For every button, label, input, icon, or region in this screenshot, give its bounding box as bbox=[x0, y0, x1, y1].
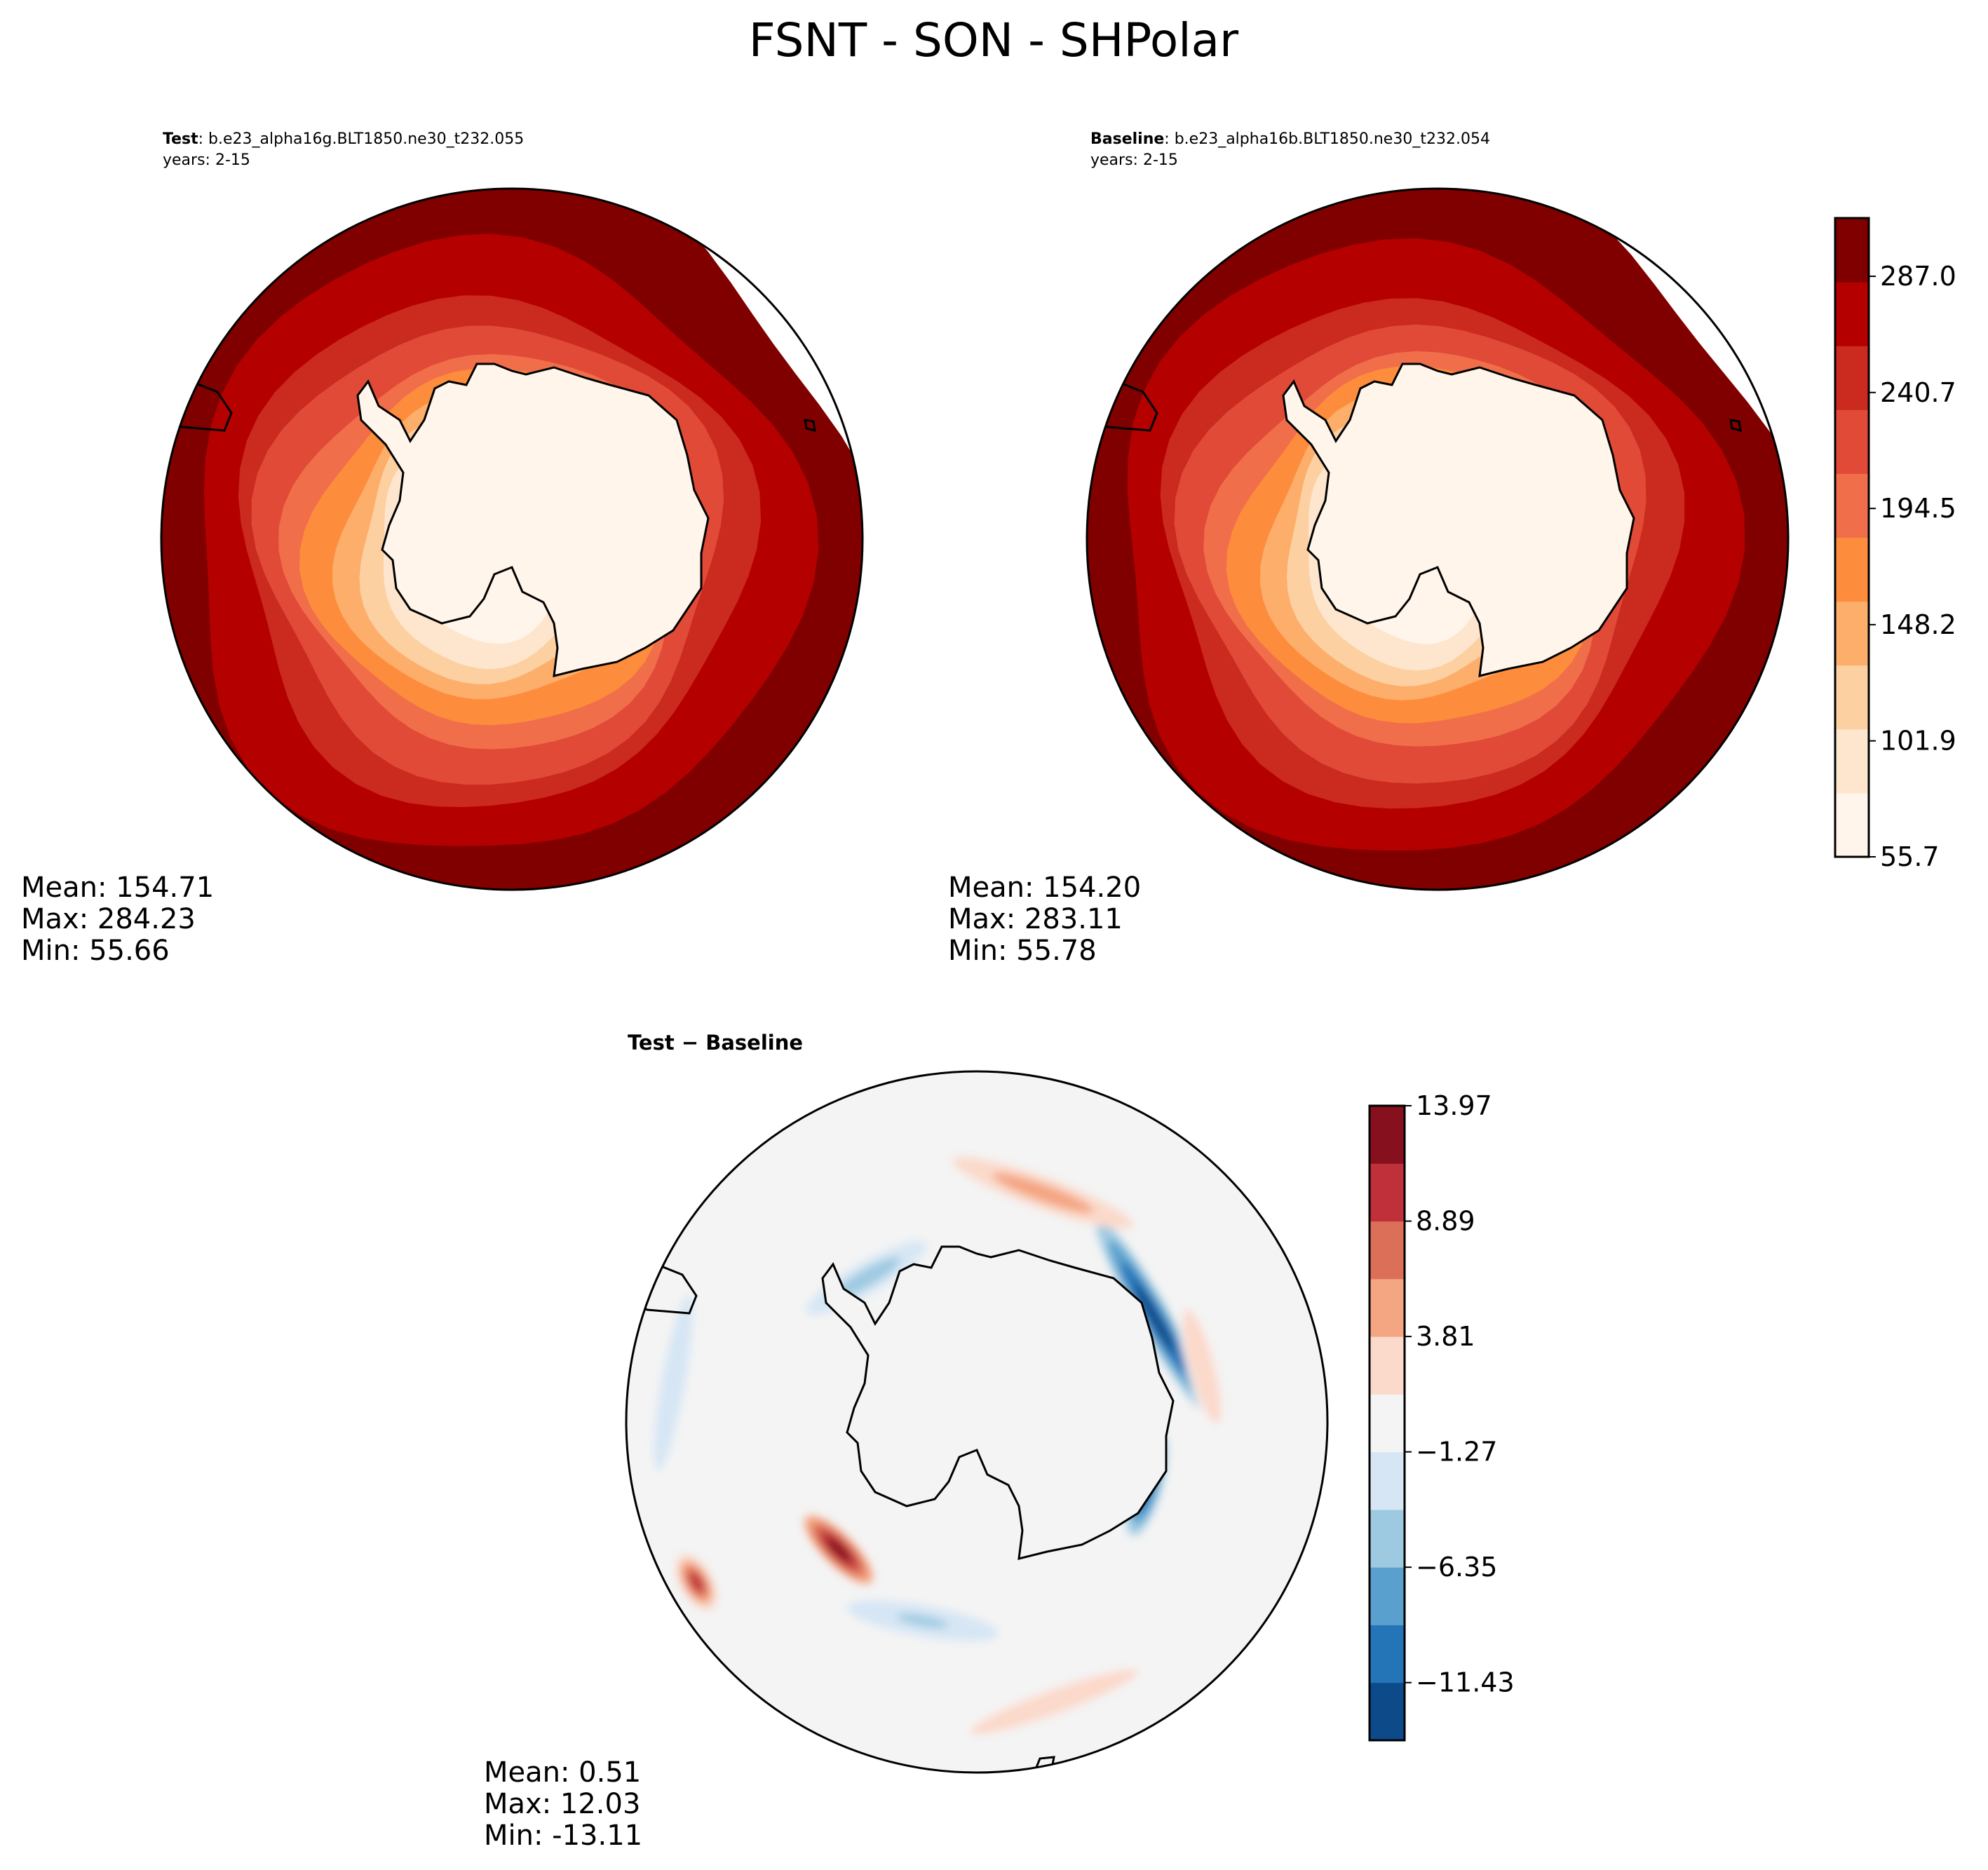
difference-colorbar-tick-label: −11.43 bbox=[1416, 1667, 1515, 1698]
anomaly-band bbox=[827, 1538, 851, 1561]
baseline-colorbar-tick-label: 240.7 bbox=[1880, 377, 1956, 408]
baseline-map-boundary bbox=[1086, 187, 1790, 891]
baseline-title-sep: : bbox=[1164, 130, 1174, 148]
anomaly-band bbox=[664, 1344, 682, 1421]
difference-colorbar-frame bbox=[1368, 1104, 1406, 1742]
baseline-title: Baseline: b.e23_alpha16b.BLT1850.ne30_t2… bbox=[1090, 130, 1490, 148]
baseline-map bbox=[1087, 189, 1788, 890]
test-title: Test: b.e23_alpha16g.BLT1850.ne30_t232.0… bbox=[163, 130, 524, 148]
test-stat-min: Min: 55.66 bbox=[21, 935, 170, 967]
test-stat-max: Max: 284.23 bbox=[21, 903, 196, 935]
difference-panel: Test − Baseline Mean: 0.51 Max: 12.03 Mi… bbox=[484, 1031, 1515, 1852]
baseline-colorbar-segment bbox=[1835, 473, 1869, 538]
difference-stat-min: Min: -13.11 bbox=[484, 1820, 642, 1852]
baseline-colorbar-segment bbox=[1835, 729, 1869, 794]
baseline-stat-max: Max: 283.11 bbox=[948, 903, 1123, 935]
difference-colorbar-tick-label: −6.35 bbox=[1416, 1552, 1497, 1583]
difference-colorbar-segment bbox=[1370, 1221, 1405, 1280]
baseline-colorbar-tick-label: 101.9 bbox=[1880, 726, 1956, 757]
test-title-sep: : bbox=[198, 130, 208, 148]
island-coastline bbox=[804, 419, 816, 433]
difference-colorbar-tick-label: 13.97 bbox=[1416, 1090, 1492, 1121]
test-stat-mean: Mean: 154.71 bbox=[21, 872, 214, 904]
baseline-title-label: Baseline bbox=[1090, 130, 1164, 148]
baseline-colorbar-frame bbox=[1834, 217, 1870, 858]
baseline-title-case: b.e23_alpha16b.BLT1850.ne30_t232.054 bbox=[1175, 130, 1490, 148]
difference-title: Test − Baseline bbox=[628, 1031, 803, 1055]
difference-colorbar-segment bbox=[1370, 1336, 1405, 1395]
test-panel: Test: b.e23_alpha16g.BLT1850.ne30_t232.0… bbox=[21, 130, 864, 967]
anomaly-band bbox=[1194, 1341, 1211, 1392]
island-coastline bbox=[1729, 419, 1742, 433]
baseline-colorbar-tick-label: 148.2 bbox=[1880, 609, 1956, 640]
difference-colorbar-segment bbox=[1370, 1106, 1405, 1164]
baseline-colorbar-tick-label: 287.0 bbox=[1880, 261, 1956, 292]
difference-colorbar-segment bbox=[1370, 1682, 1405, 1741]
baseline-colorbar-segment bbox=[1835, 537, 1869, 602]
baseline-colorbar: 55.7 101.9 148.2 194.5 240.7 287.0 bbox=[1834, 217, 1956, 872]
baseline-panel: Baseline: b.e23_alpha16b.BLT1850.ne30_t2… bbox=[948, 130, 1956, 967]
baseline-colorbar-segment bbox=[1835, 218, 1869, 283]
difference-colorbar-segment bbox=[1370, 1163, 1405, 1222]
difference-colorbar-segment bbox=[1370, 1567, 1405, 1625]
difference-stat-mean: Mean: 0.51 bbox=[484, 1756, 641, 1789]
test-years: years: 2-15 bbox=[163, 151, 250, 169]
difference-colorbar: −11.43 −6.35 −1.27 3.81 8.89 13.97 bbox=[1368, 1090, 1515, 1742]
difference-colorbar-segment bbox=[1370, 1625, 1405, 1683]
difference-colorbar-segment bbox=[1370, 1278, 1405, 1337]
baseline-colorbar-segment bbox=[1835, 792, 1869, 858]
anomaly-band bbox=[689, 1573, 703, 1592]
difference-colorbar-tick-label: 3.81 bbox=[1416, 1321, 1475, 1352]
anomaly-band bbox=[846, 1265, 887, 1291]
baseline-colorbar-segment bbox=[1835, 282, 1869, 346]
anomaly-band bbox=[1134, 1284, 1175, 1352]
baseline-years: years: 2-15 bbox=[1090, 151, 1178, 169]
new-zealand-coastline bbox=[1562, 873, 1586, 890]
difference-map-boundary bbox=[625, 1070, 1329, 1774]
baseline-stat-min: Min: 55.78 bbox=[948, 935, 1097, 967]
baseline-colorbar-segment bbox=[1835, 409, 1869, 474]
baseline-stat-mean: Mean: 154.20 bbox=[948, 872, 1141, 904]
anomaly-band bbox=[1012, 1180, 1074, 1205]
test-title-label: Test bbox=[163, 130, 198, 148]
test-map bbox=[161, 189, 863, 890]
baseline-colorbar-tick-label: 194.5 bbox=[1880, 493, 1956, 524]
baseline-colorbar-segment bbox=[1835, 665, 1869, 730]
new-zealand-coastline bbox=[637, 873, 661, 890]
difference-map bbox=[626, 1071, 1327, 1773]
difference-colorbar-tick-label: 8.89 bbox=[1416, 1206, 1475, 1237]
difference-colorbar-segment bbox=[1370, 1451, 1405, 1510]
figure-title: FSNT - SON - SHPolar bbox=[749, 13, 1239, 67]
difference-colorbar-segment bbox=[1370, 1509, 1405, 1568]
baseline-colorbar-tick-label: 55.7 bbox=[1880, 841, 1940, 872]
difference-colorbar-segment bbox=[1370, 1394, 1405, 1453]
difference-stat-max: Max: 12.03 bbox=[484, 1788, 640, 1820]
baseline-colorbar-segment bbox=[1835, 601, 1869, 666]
baseline-colorbar-segment bbox=[1835, 346, 1869, 410]
anomaly-band bbox=[1017, 1688, 1091, 1716]
test-title-case: b.e23_alpha16g.BLT1850.ne30_t232.055 bbox=[208, 130, 524, 148]
anomaly-band bbox=[897, 1613, 949, 1628]
difference-colorbar-tick-label: −1.27 bbox=[1416, 1437, 1497, 1468]
test-map-boundary bbox=[160, 187, 864, 891]
